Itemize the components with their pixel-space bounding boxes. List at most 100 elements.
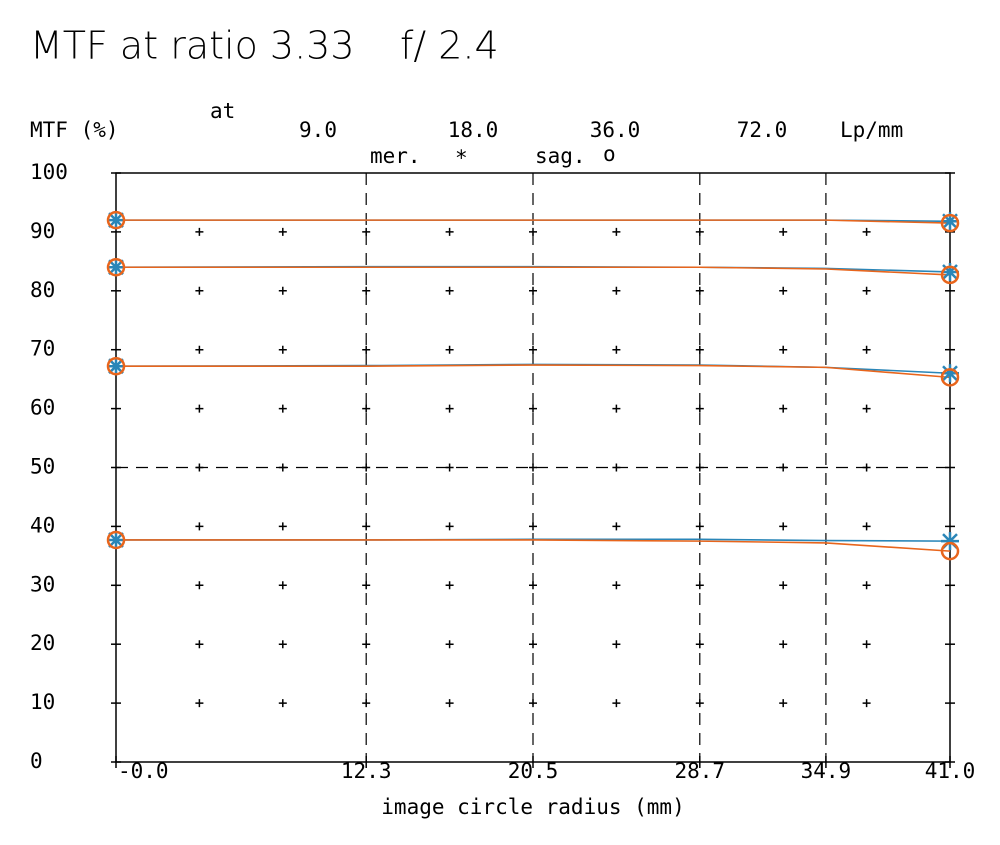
legend-label: mer. — [370, 144, 421, 168]
mer-marker — [107, 530, 125, 549]
frequency-unit: Lp/mm — [840, 118, 903, 142]
grid-cross — [195, 286, 204, 295]
y-axis-label: MTF (%) — [30, 118, 119, 142]
grid-cross — [278, 699, 287, 708]
grid-cross — [612, 640, 621, 649]
grid-cross — [612, 522, 621, 531]
grid-cross — [612, 345, 621, 354]
y-tick-label: 60 — [30, 396, 55, 420]
sag-marker — [106, 530, 126, 550]
sag-marker — [106, 210, 126, 230]
grid-cross — [779, 699, 788, 708]
grid-cross — [612, 581, 621, 590]
mer-marker — [941, 532, 959, 551]
y-tick-label: 40 — [30, 513, 55, 537]
x-axis-label: image circle radius (mm) — [381, 795, 684, 819]
grid-cross — [278, 404, 287, 413]
grid-cross — [445, 227, 454, 236]
grid-cross — [195, 640, 204, 649]
grid-cross — [278, 581, 287, 590]
sag-marker — [940, 541, 960, 561]
y-tick-label: 20 — [30, 631, 55, 655]
legend-label: sag. — [535, 144, 586, 168]
grid-cross — [862, 522, 871, 531]
sag-marker — [940, 265, 960, 285]
grid-cross — [695, 404, 704, 413]
frequency-label: 36.0 — [590, 118, 641, 142]
grid-cross — [862, 286, 871, 295]
legend-symbol: * — [455, 146, 468, 170]
y-tick-label: 90 — [30, 219, 55, 243]
mtf-line — [116, 364, 951, 379]
grid-cross — [612, 699, 621, 708]
grid-cross — [195, 227, 204, 236]
grid-cross — [779, 640, 788, 649]
sag-marker — [106, 356, 126, 376]
grid-cross — [278, 522, 287, 531]
y-tick-label: 30 — [30, 572, 55, 596]
grid-cross — [529, 404, 537, 413]
frequency-label: 18.0 — [448, 118, 499, 142]
grid-cross — [862, 227, 871, 236]
y-tick-label: 70 — [30, 337, 55, 361]
mer-marker — [941, 364, 959, 383]
frequency-prefix: at — [210, 99, 235, 123]
grid-cross — [779, 404, 788, 413]
grid-cross — [779, 227, 788, 236]
y-tick-label: 80 — [30, 278, 55, 302]
x-tick-label: -0.0 — [118, 759, 169, 783]
grid-cross — [445, 286, 454, 295]
mer-marker — [941, 262, 959, 281]
grid-cross — [195, 522, 204, 531]
y-tick-label: 100 — [30, 160, 68, 184]
grid-cross — [862, 404, 871, 413]
frequency-label: 72.0 — [737, 118, 788, 142]
y-tick-label: 10 — [30, 690, 55, 714]
grid-cross — [362, 404, 371, 413]
grid-cross — [695, 345, 704, 354]
mtf-line — [116, 219, 951, 224]
grid-cross — [779, 522, 788, 531]
grid-cross — [862, 640, 871, 649]
grid-cross — [779, 286, 788, 295]
grid-cross — [278, 345, 287, 354]
grid-cross — [195, 404, 204, 413]
grid-cross — [278, 227, 287, 236]
chart-subtitle: f/ 2.4 — [400, 24, 499, 68]
grid-cross — [862, 699, 871, 708]
mer-marker — [107, 211, 125, 230]
sag-marker — [940, 213, 960, 233]
grid-cross — [362, 345, 371, 354]
grid-cross — [278, 286, 287, 295]
mer-marker — [941, 212, 959, 231]
grid-cross — [445, 640, 454, 649]
grid-cross — [612, 227, 621, 236]
mtf-line — [116, 266, 951, 276]
y-tick-label: 50 — [30, 455, 55, 479]
grid-cross — [779, 345, 788, 354]
grid-cross — [195, 581, 204, 590]
mtf-line — [116, 539, 951, 552]
grid-cross — [445, 581, 454, 590]
grid-cross — [195, 699, 204, 708]
chart-title: MTF at ratio 3.33 — [30, 24, 355, 68]
grid-cross — [612, 404, 621, 413]
grid-cross — [278, 640, 287, 649]
grid-cross — [445, 345, 454, 354]
legend-symbol: o — [603, 142, 616, 166]
y-tick-label: 0 — [30, 749, 43, 773]
grid-cross — [862, 345, 871, 354]
sag-marker — [106, 257, 126, 277]
grid-cross — [529, 345, 537, 354]
grid-cross — [612, 286, 621, 295]
mer-marker — [107, 357, 125, 376]
grid-cross — [445, 522, 454, 531]
grid-cross — [195, 345, 204, 354]
frequency-label: 9.0 — [299, 118, 337, 142]
grid-cross — [862, 581, 871, 590]
sag-marker — [940, 368, 960, 387]
grid-cross — [445, 404, 454, 413]
mer-marker — [107, 258, 125, 277]
grid-cross — [779, 581, 788, 590]
